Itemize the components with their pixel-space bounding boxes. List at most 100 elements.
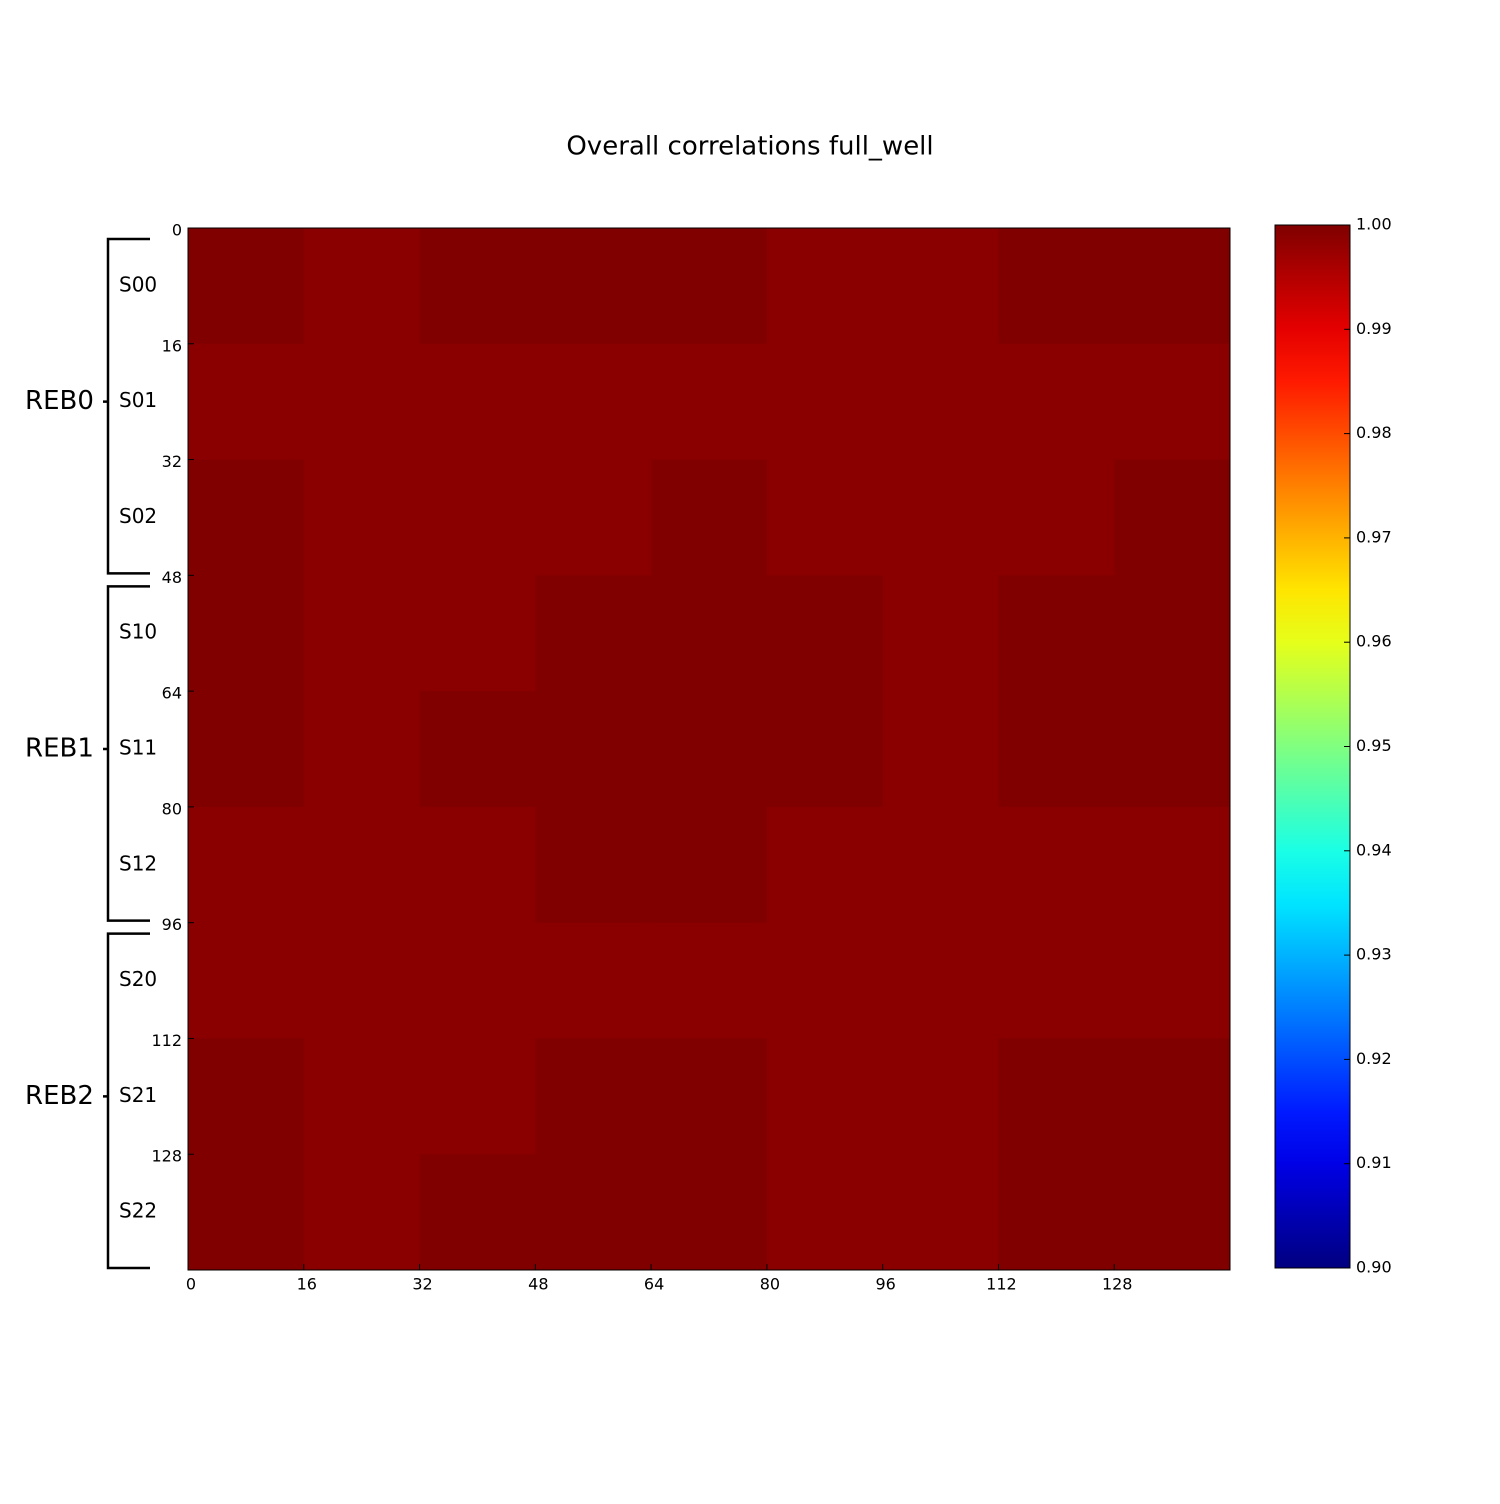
colorbar-tick-label: 0.94 [1356,840,1392,859]
colorbar-tick-label: 0.91 [1356,1153,1392,1172]
heat-cell [998,575,1115,692]
heat-cell [188,691,305,808]
heat-cell [419,806,536,924]
heat-cell [651,575,768,692]
segment-label: S00 [119,272,157,296]
heat-cell [1114,806,1231,924]
heat-cell [188,806,305,924]
heat-cell [188,922,305,1039]
heat-cell [998,806,1115,924]
heat-cell [188,228,305,345]
heat-cell [882,922,999,1039]
heat-cell [766,228,884,345]
heat-cell [998,922,1115,1039]
heat-cell [651,343,768,461]
colorbar-tick-label: 0.98 [1356,423,1392,442]
heat-cell [188,1154,305,1271]
x-tick-label: 96 [875,1275,895,1294]
heat-cell [1114,1154,1231,1271]
heat-cell [535,459,652,576]
heat-cell [998,459,1115,576]
segment-label: S12 [119,851,157,875]
heat-cell [882,1154,999,1271]
heat-cell [651,1154,768,1271]
heat-cell [188,1038,305,1155]
heat-cell [535,1154,652,1271]
y-tick-label: 16 [162,336,182,355]
heat-cell [651,459,768,576]
heat-cell [419,459,536,576]
heat-cell [303,1154,421,1271]
y-tick-label: 0 [172,221,182,240]
heat-cell [882,1038,999,1155]
heat-cell [651,691,768,808]
colorbar-tick-label: 0.93 [1356,945,1392,964]
heat-cell [535,691,652,808]
heat-cell [882,691,999,808]
heat-cell [766,806,884,924]
heat-cell [535,575,652,692]
heat-cell [1114,691,1231,808]
colorbar-tick-label: 0.90 [1356,1258,1392,1277]
y-tick-label: 96 [162,915,182,934]
y-tick-label: 128 [151,1147,182,1166]
heat-cell [419,228,536,345]
x-tick-label: 16 [297,1275,317,1294]
heat-cell [1114,1038,1231,1155]
heat-cell [882,806,999,924]
heat-cell [998,1154,1115,1271]
y-tick-label: 32 [162,452,182,471]
heat-cell [419,922,536,1039]
heat-cell [651,1038,768,1155]
heat-cell [998,691,1115,808]
heat-cell [766,343,884,461]
heat-cell [303,343,421,461]
segment-label: S20 [119,967,157,991]
segment-label: S02 [119,504,157,528]
colorbar-tick-label: 0.95 [1356,736,1392,755]
heat-cell [419,1038,536,1155]
group-bracket [103,585,150,922]
y-tick-label: 112 [151,1031,182,1050]
heat-cell [1114,343,1231,461]
colorbar-tick-label: 0.96 [1356,632,1392,651]
plot-frame [187,227,1231,1271]
x-tick-label: 0 [186,1275,196,1294]
x-tick-label: 112 [986,1275,1017,1294]
heat-cell [1114,459,1231,576]
group-bracket [103,932,150,1270]
heat-cell [535,228,652,345]
heat-cell [1114,228,1231,345]
colorbar [1274,224,1351,1269]
heat-cell [419,691,536,808]
heat-cell [651,922,768,1039]
heat-cell [998,228,1115,345]
heat-cell [303,459,421,576]
x-tick-label: 80 [760,1275,780,1294]
heat-cell [651,228,768,345]
heat-cell [535,806,652,924]
heat-cell [766,459,884,576]
heat-cell [303,806,421,924]
heat-cell [766,1038,884,1155]
heat-cell [998,343,1115,461]
y-tick-label: 80 [162,799,182,818]
heat-cell [1114,575,1231,692]
heat-cell [419,343,536,461]
heat-cell [766,575,884,692]
group-label: REB0 [25,386,94,416]
heat-cell [535,343,652,461]
heat-cell [882,228,999,345]
heat-cell [766,922,884,1039]
segment-label: S10 [119,620,157,644]
x-tick-label: 64 [644,1275,664,1294]
group-bracket [103,237,150,575]
segment-label: S01 [119,388,157,412]
colorbar-tick-label: 0.97 [1356,527,1392,546]
group-label: REB1 [25,734,94,764]
heat-cell [303,1038,421,1155]
heat-cell [303,228,421,345]
segment-label: S21 [119,1083,157,1107]
heat-cell [882,459,999,576]
